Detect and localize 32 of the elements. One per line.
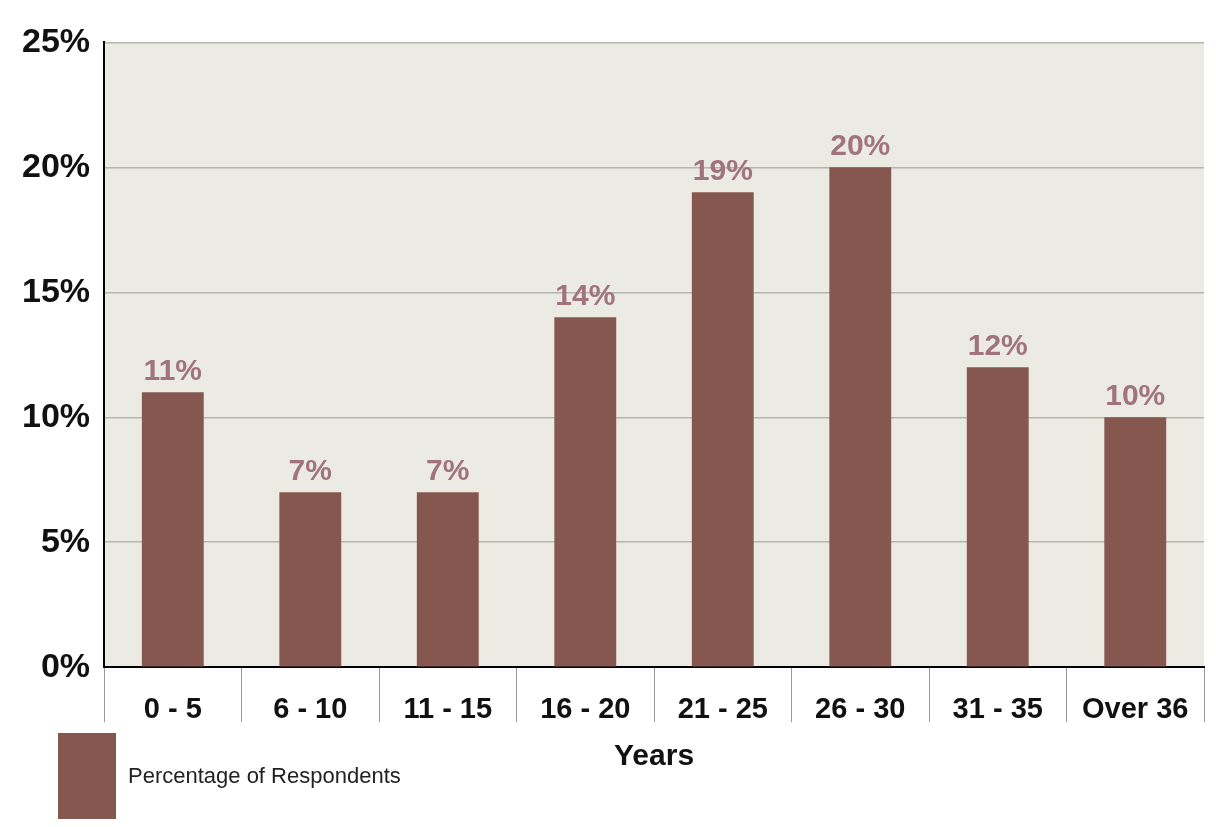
y-tick-label: 0% xyxy=(40,645,91,684)
x-tick-label: 21 - 25 xyxy=(677,691,768,724)
x-axis-title: Years xyxy=(613,738,695,772)
x-tick-label: 26 - 30 xyxy=(815,691,906,724)
data-label: 7% xyxy=(288,452,332,486)
bar xyxy=(966,367,1029,667)
bar xyxy=(829,167,892,667)
y-tick-label: 25% xyxy=(21,20,91,59)
data-label: 19% xyxy=(692,152,753,186)
data-label: 11% xyxy=(143,352,202,386)
data-label: 10% xyxy=(1105,377,1166,411)
bar xyxy=(554,317,617,667)
data-label: 14% xyxy=(555,277,616,311)
y-tick-label: 5% xyxy=(40,520,91,559)
y-tick-label: 15% xyxy=(21,270,91,309)
y-tick-label: 10% xyxy=(21,395,91,434)
bar xyxy=(141,392,204,667)
y-tick-label: 20% xyxy=(21,145,91,184)
bar xyxy=(279,492,342,667)
data-label: 7% xyxy=(426,452,470,486)
bar xyxy=(691,192,754,667)
x-tick-label: 6 - 10 xyxy=(273,691,348,724)
bar xyxy=(1104,417,1167,667)
data-label: 12% xyxy=(967,327,1028,361)
bar xyxy=(416,492,479,667)
text: Percentage of Respondents xyxy=(128,763,401,789)
data-label: 20% xyxy=(830,127,891,161)
x-tick-label: 16 - 20 xyxy=(540,691,631,724)
x-tick-label: 31 - 35 xyxy=(952,691,1043,724)
x-tick-label: 0 - 5 xyxy=(143,691,202,724)
x-tick-label: 11 - 15 xyxy=(403,691,493,724)
x-tick-label: Over 36 xyxy=(1082,691,1189,724)
